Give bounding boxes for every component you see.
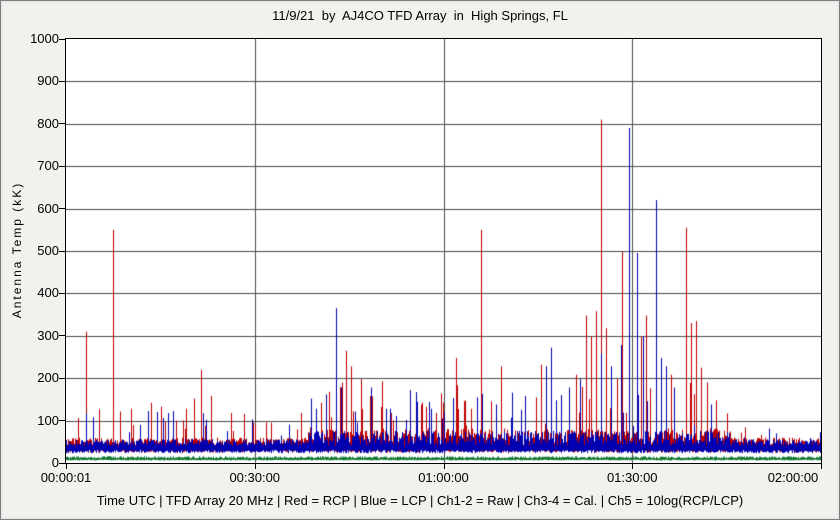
x-tick-mark (66, 464, 67, 469)
x-tick-label: 01:00:00 (418, 470, 469, 485)
y-tick-mark (59, 38, 65, 40)
x-tick-label: 00:30:00 (229, 470, 281, 485)
plot-canvas (66, 39, 821, 463)
y-tick-mark (59, 123, 65, 125)
axis-caption: Time UTC | TFD Array 20 MHz | Red = RCP … (96, 493, 744, 508)
y-tick-mark (59, 377, 65, 379)
y-tick-mark (59, 420, 65, 422)
x-tick-label: 01:30:00 (606, 470, 658, 485)
y-tick-label: 100 (37, 412, 59, 428)
y-tick-label: 700 (37, 158, 59, 174)
y-tick-label: 500 (37, 243, 59, 258)
y-tick-mark (59, 462, 65, 464)
y-tick-mark (59, 80, 65, 82)
y-tick-label: 600 (37, 200, 59, 216)
y-tick-label: 0 (51, 455, 59, 470)
x-tick-mark (632, 464, 634, 469)
y-tick-mark (59, 250, 65, 252)
y-tick-label: 200 (37, 370, 59, 386)
chart-title: 11/9/21 by AJ4CO TFD Array in High Sprin… (272, 8, 568, 23)
y-tick-mark (59, 165, 65, 167)
y-tick-mark (59, 335, 65, 337)
y-tick-mark (59, 208, 65, 210)
y-tick-label: 900 (37, 73, 59, 89)
y-tick-label: 1000 (30, 31, 59, 46)
y-tick-mark (59, 292, 65, 294)
x-tick-mark (254, 464, 256, 469)
x-tick-label: 02:00:00 (767, 470, 819, 485)
y-tick-label: 800 (37, 115, 59, 131)
y-tick-label: 300 (37, 327, 59, 343)
x-tick-mark (821, 464, 822, 469)
y-tick-label: 400 (37, 285, 59, 301)
x-tick-label: 00:00:01 (40, 470, 92, 485)
x-tick-mark (443, 464, 445, 469)
plot-area (65, 38, 822, 464)
